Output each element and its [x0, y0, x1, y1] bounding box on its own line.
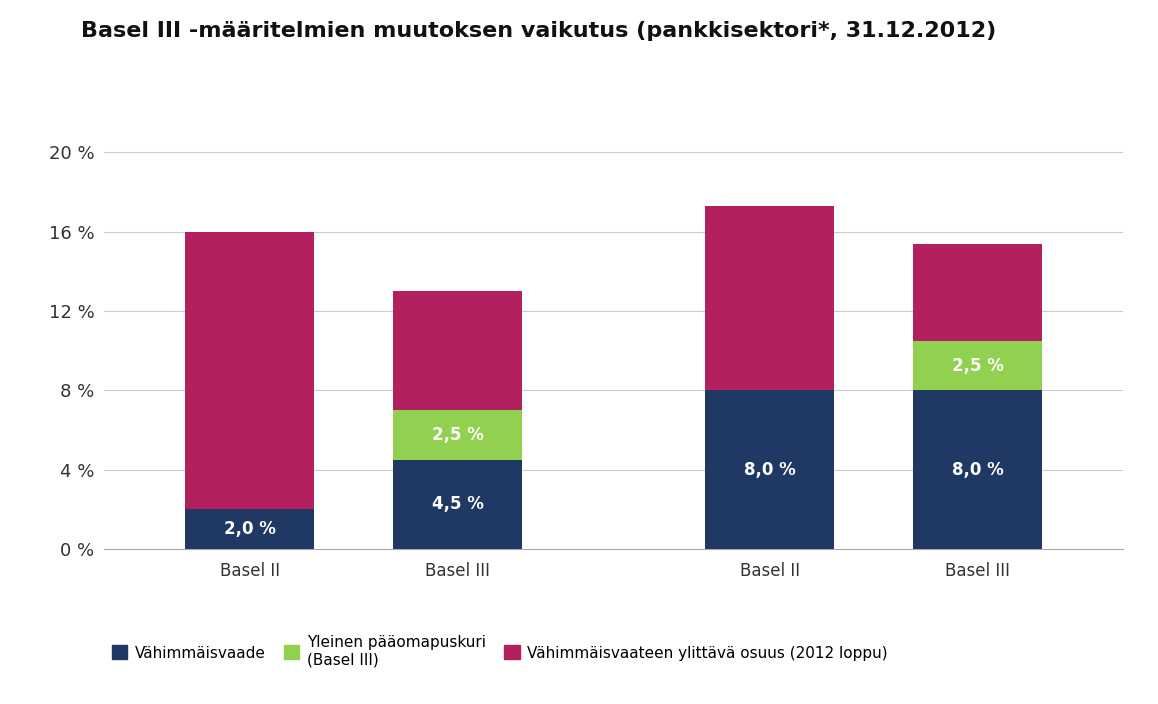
Bar — [705, 391, 834, 549]
Bar — [914, 244, 1042, 341]
Legend: Vähimmäisvaade, Yleinen pääomapuskuri
(Basel III), Vähimmäisvaateen ylittävä osu: Vähimmäisvaade, Yleinen pääomapuskuri (B… — [112, 635, 888, 667]
Bar — [185, 232, 314, 510]
Text: Basel III -määritelmien muutoksen vaikutus (pankkisektori*, 31.12.2012): Basel III -määritelmien muutoksen vaikut… — [81, 21, 996, 41]
Bar — [394, 291, 522, 410]
Bar — [185, 510, 314, 549]
Bar — [394, 410, 522, 460]
Text: 2,5 %: 2,5 % — [952, 357, 1004, 375]
Text: 8,0 %: 8,0 % — [952, 460, 1004, 479]
Text: 2,0 %: 2,0 % — [223, 520, 276, 539]
Text: 4,5 %: 4,5 % — [432, 496, 484, 513]
Bar — [914, 391, 1042, 549]
Text: 2,5 %: 2,5 % — [432, 426, 484, 444]
Bar — [394, 460, 522, 549]
Bar — [705, 206, 834, 391]
Bar — [914, 341, 1042, 391]
Text: 8,0 %: 8,0 % — [743, 460, 796, 479]
